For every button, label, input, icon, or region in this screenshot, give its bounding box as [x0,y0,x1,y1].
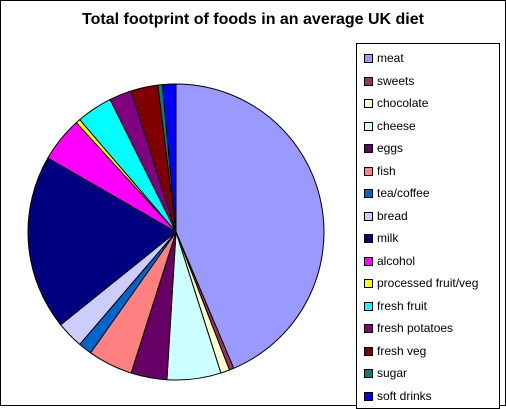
legend-label: cheese [377,118,416,133]
legend-label: bread [377,208,408,223]
legend-swatch [364,369,373,378]
legend-swatch [364,234,373,243]
legend-label: sugar [377,366,408,380]
pie-slice-milk [27,157,177,326]
chart-title: Total footprint of foods in an average U… [82,11,424,28]
legend-label: fresh veg [377,343,427,358]
legend-label: alcohol [377,253,416,268]
legend-label: meat [377,51,404,65]
legend-swatch [364,346,373,356]
pie-slice-meat [175,83,325,369]
legend-label: processed fruit/veg [377,276,479,290]
legend-label: fresh fruit [377,298,428,313]
pie-slice-soft-drinks [161,83,177,233]
legend-swatch [364,76,373,86]
legend-label: sweets [377,73,415,88]
legend-swatch [364,144,373,153]
legend-swatch [364,211,373,221]
legend-swatch [364,166,373,176]
legend-swatch [364,54,373,63]
legend-swatch [364,279,373,288]
legend-swatch [364,324,373,333]
legend-label: eggs [377,141,404,155]
chart-legend: meat sweets chocolate cheese eggs fish tea/cof… [356,43,500,409]
legend-swatch [364,256,373,266]
legend-label: fresh potatoes [377,321,454,335]
legend-swatch [364,121,373,131]
legend-label: milk [377,231,399,245]
legend-label: soft drinks [377,388,432,403]
legend-swatch [364,301,373,311]
legend-label: tea/coffee [377,186,430,200]
legend-label: chocolate [377,96,429,110]
legend-swatch [364,189,373,198]
legend-swatch [364,99,373,108]
legend-label: fish [377,163,396,178]
legend-swatch [364,391,373,401]
